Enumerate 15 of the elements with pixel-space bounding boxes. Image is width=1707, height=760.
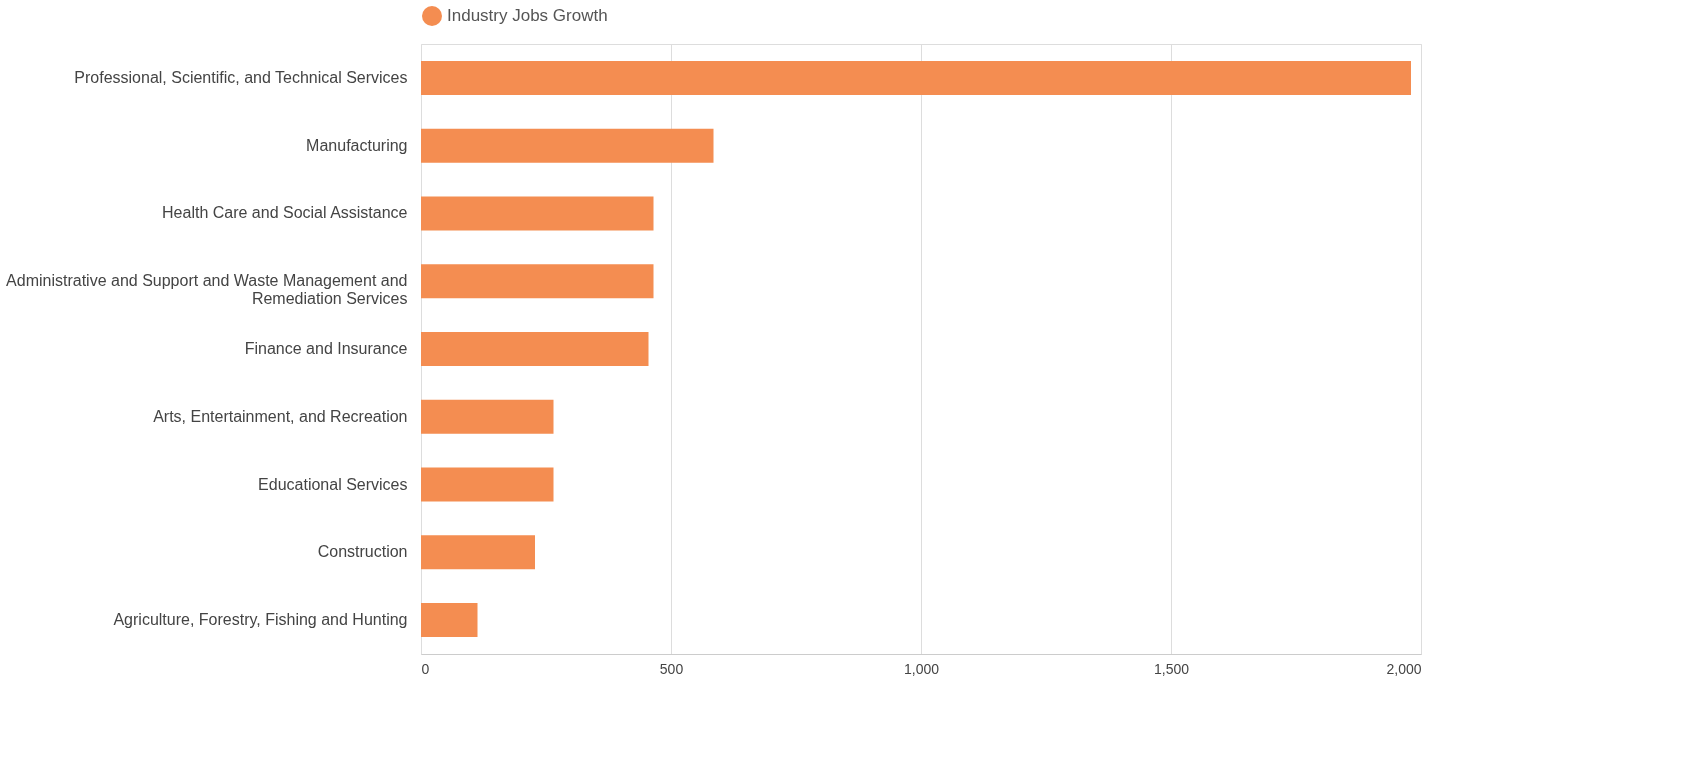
x-tick-label: 2,000 bbox=[1386, 660, 1422, 677]
y-tick-label: Manufacturing bbox=[306, 136, 408, 154]
y-tick-label: Arts, Entertainment, and Recreation bbox=[153, 407, 408, 425]
y-tick-label: Administrative and Support and Waste Management and Remediation Services bbox=[6, 272, 408, 308]
x-tick-label: 500 bbox=[659, 660, 684, 677]
legend-label: Industry Jobs Growth bbox=[447, 6, 608, 25]
x-tick-label: 1,500 bbox=[1153, 660, 1190, 677]
y-tick-label: Health Care and Social Assistance bbox=[162, 204, 408, 222]
y-tick-label: Agriculture, Forestry, Fishing and Hunting bbox=[113, 611, 408, 629]
x-tick-label: 0 bbox=[421, 660, 430, 677]
y-tick-label: Construction bbox=[317, 543, 408, 561]
x-tick-label: 1,000 bbox=[903, 660, 940, 677]
y-tick-label: Educational Services bbox=[258, 475, 408, 493]
y-tick-label: Professional, Scientific, and Technical Services bbox=[74, 68, 408, 86]
y-tick-label: Finance and Insurance bbox=[244, 340, 408, 357]
